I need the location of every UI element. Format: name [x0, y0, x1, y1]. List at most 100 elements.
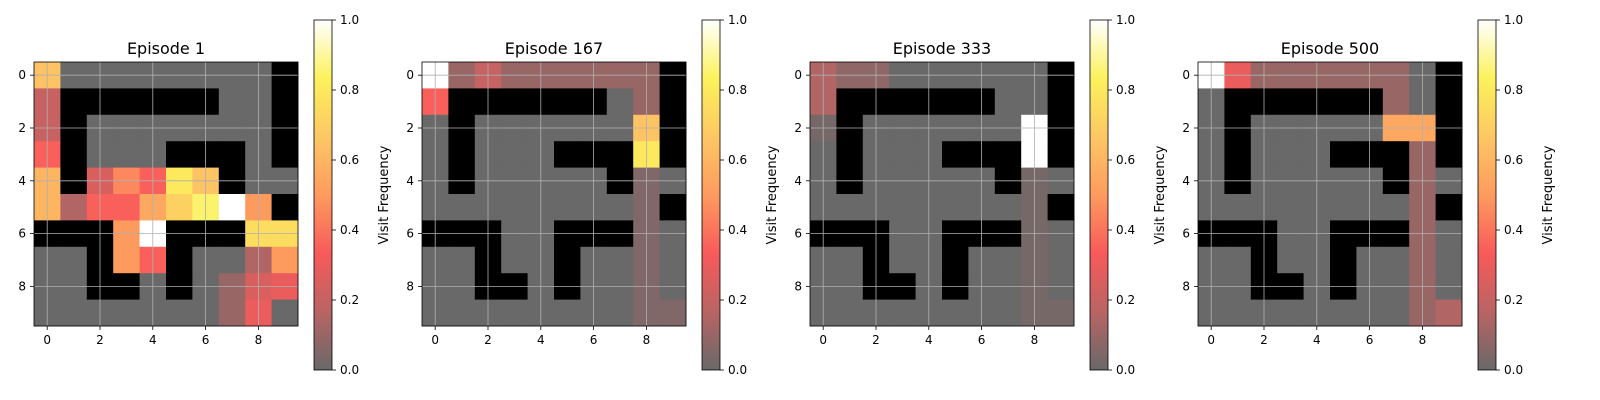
colorbar-tick-label: 1.0	[728, 13, 747, 27]
wall-cell	[1224, 141, 1252, 168]
panel-title: Episode 167	[505, 39, 603, 58]
wall-cell	[1435, 194, 1463, 221]
heatmap-cell	[501, 194, 528, 221]
y-tick-label: 6	[794, 227, 802, 241]
wall-cell	[942, 141, 969, 168]
heatmap-cell	[1435, 299, 1463, 327]
plot-frame	[809, 61, 1075, 327]
x-tick-label: 8	[643, 333, 651, 347]
x-tick-label: 4	[149, 333, 157, 347]
wall-cell	[889, 88, 916, 116]
heatmap-cell	[218, 194, 246, 221]
heatmap-cell	[1224, 194, 1252, 221]
x-tick-label: 4	[1313, 333, 1321, 347]
heatmap-cell	[113, 246, 140, 274]
heatmap-cell	[836, 299, 864, 327]
heatmap-cell	[554, 194, 581, 221]
wall-cell	[271, 141, 299, 168]
colorbar-tick-label: 0.0	[1504, 363, 1523, 377]
heatmap-cell	[271, 299, 299, 327]
wall-cell	[166, 88, 193, 116]
heatmap-cell	[218, 299, 246, 327]
colorbar-tick-label: 0.2	[1504, 293, 1523, 307]
heatmap-cell	[113, 299, 140, 327]
colorbar-tick-label: 0.6	[1116, 153, 1135, 167]
wall-cell	[271, 194, 299, 221]
colorbar-tick-label: 1.0	[1504, 13, 1523, 27]
plot-frame	[33, 61, 299, 327]
colorbar-tick-label: 0.4	[728, 223, 747, 237]
colorbar: 0.0 0.2 0.4 0.6 0.8 1.0 Visit Frequency	[313, 13, 392, 377]
wall-cell	[113, 88, 140, 116]
wall-cell	[1277, 88, 1304, 116]
colorbar: 0.0 0.2 0.4 0.6 0.8 1.0 Visit Frequency	[701, 13, 780, 377]
y-tick-label: 0	[1182, 68, 1190, 82]
wall-cell	[1435, 141, 1463, 168]
y-tick-label: 8	[406, 279, 414, 293]
wall-cell	[60, 88, 88, 116]
heatmap-cell	[1277, 194, 1304, 221]
wall-cell	[1435, 88, 1463, 116]
y-tick-label: 8	[18, 279, 26, 293]
heatmap-cell	[1277, 246, 1304, 274]
colorbar-label: Visit Frequency	[1541, 145, 1556, 244]
heatmap-cell	[448, 194, 476, 221]
y-tick-label: 2	[406, 121, 414, 135]
y-tick-label: 2	[794, 121, 802, 135]
heatmap-cell	[1382, 194, 1410, 221]
heatmap-panel: Episode 500 0 2 4 6 8 0 2 4 6 8 0.0 0.2 0.4 0.6 0.8 1.0 V…	[1182, 13, 1556, 377]
heatmap-cell	[1382, 299, 1410, 327]
panel-title: Episode 500	[1281, 39, 1379, 58]
heatmap-cell	[836, 246, 864, 274]
heatmap-cell	[889, 141, 916, 168]
colorbar-tick-label: 0.8	[728, 83, 747, 97]
wall-cell	[659, 194, 687, 221]
heatmap-cell	[606, 194, 634, 221]
panel-title: Episode 1	[127, 39, 205, 58]
heatmap-cell	[1047, 299, 1075, 327]
heatmap-cell	[942, 194, 969, 221]
wall-cell	[659, 88, 687, 116]
wall-cell	[166, 141, 193, 168]
wall-cell	[1382, 141, 1410, 168]
heatmap-cell	[271, 246, 299, 274]
heatmap-cell	[836, 194, 864, 221]
colorbar-tick-label: 0.4	[1116, 223, 1135, 237]
x-tick-label: 6	[1366, 333, 1374, 347]
colorbar-tick-label: 0.4	[340, 223, 359, 237]
colorbar: 0.0 0.2 0.4 0.6 0.8 1.0 Visit Frequency	[1089, 13, 1168, 377]
x-tick-label: 0	[43, 333, 51, 347]
heatmap-cell	[448, 299, 476, 327]
colorbar-tick-label: 0.6	[728, 153, 747, 167]
y-tick-label: 4	[18, 174, 26, 188]
colorbar-tick-label: 0.8	[340, 83, 359, 97]
heatmap-cell	[554, 299, 581, 327]
wall-cell	[554, 141, 581, 168]
heatmap-cell	[889, 299, 916, 327]
heatmap-cell	[1224, 299, 1252, 327]
y-tick-label: 0	[406, 68, 414, 82]
x-tick-label: 0	[1207, 333, 1215, 347]
y-tick-label: 6	[18, 227, 26, 241]
heatmap-cell	[501, 246, 528, 274]
heatmap-cell	[113, 141, 140, 168]
x-tick-label: 6	[590, 333, 598, 347]
heatmap-cell	[1435, 246, 1463, 274]
x-tick-label: 6	[978, 333, 986, 347]
heatmap-cell	[1277, 299, 1304, 327]
colorbar-tick-label: 0.2	[1116, 293, 1135, 307]
heatmap-cell	[60, 194, 88, 221]
heatmap-cell	[659, 299, 687, 327]
heatmap-cell	[501, 299, 528, 327]
colorbar-gradient	[1089, 19, 1109, 371]
colorbar-tick-label: 0.2	[728, 293, 747, 307]
wall-cell	[942, 88, 969, 116]
colorbar-tick-label: 0.0	[1116, 363, 1135, 377]
plot-frame	[1197, 61, 1463, 327]
y-tick-label: 4	[794, 174, 802, 188]
heatmap-cell	[1330, 194, 1357, 221]
colorbar-label: Visit Frequency	[765, 145, 780, 244]
heatmap-cell	[166, 194, 193, 221]
wall-cell	[836, 88, 864, 116]
colorbar-tick-label: 0.8	[1116, 83, 1135, 97]
